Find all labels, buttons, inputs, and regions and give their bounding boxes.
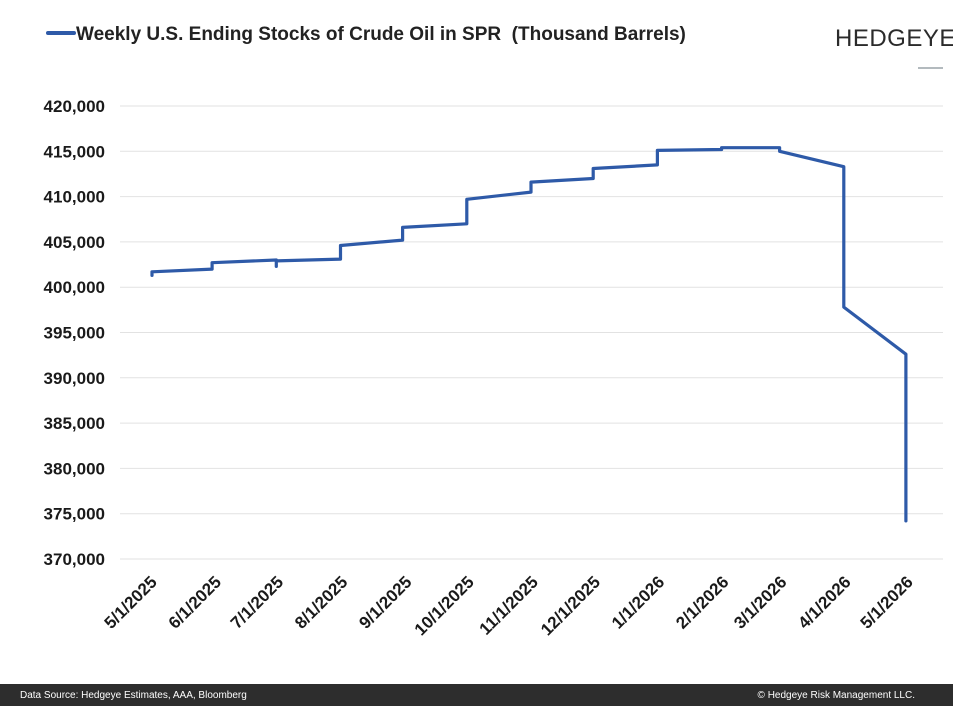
y-tick-label: 380,000 [44,459,105,478]
y-tick-label: 415,000 [44,142,105,161]
x-tick-label: 11/1/2025 [476,572,542,638]
y-tick-label: 375,000 [44,505,105,524]
y-tick-label: 410,000 [44,188,105,207]
x-tick-label: 4/1/2026 [794,572,854,632]
x-axis: 5/1/2025 6/1/2025 7/1/2025 8/1/2025 9/1/2025… [101,572,917,639]
x-tick-label: 10/1/2025 [411,572,478,639]
footer-bar: Data Source: Hedgeye Estimates, AAA, Blo… [0,684,953,706]
y-tick-label: 420,000 [44,97,105,116]
y-tick-label: 385,000 [44,414,105,433]
x-tick-label: 6/1/2025 [165,572,225,632]
line-chart: Weekly U.S. Ending Stocks of Crude Oil i… [44,24,953,639]
x-tick-label: 7/1/2025 [227,572,287,632]
copyright-note: © Hedgeye Risk Management LLC. [757,689,915,701]
x-tick-label: 3/1/2026 [730,572,790,632]
legend-label: Weekly U.S. Ending Stocks of Crude Oil i… [76,24,686,45]
x-tick-label: 12/1/2025 [537,572,604,639]
legend: Weekly U.S. Ending Stocks of Crude Oil i… [46,24,686,45]
x-tick-label: 9/1/2025 [355,572,415,632]
brand-logo: HEDGEYE [835,25,953,69]
y-tick-label: 400,000 [44,278,105,297]
x-tick-label: 5/1/2025 [101,572,161,632]
y-tick-label: 405,000 [44,233,105,252]
x-tick-label: 5/1/2026 [857,572,917,632]
y-tick-label: 370,000 [44,550,105,569]
x-tick-label: 8/1/2025 [291,572,351,632]
series-group [150,146,908,523]
data-source-note: Data Source: Hedgeye Estimates, AAA, Blo… [20,689,247,701]
x-tick-label: 1/1/2026 [608,572,668,632]
x-tick-label: 2/1/2026 [672,572,732,632]
gridlines [120,105,943,560]
y-axis: 370,000 375,000 380,000 385,000 390,000 395,0… [44,97,105,569]
brand-name: HEDGEYE [835,25,953,52]
y-tick-label: 390,000 [44,369,105,388]
y-tick-label: 395,000 [44,324,105,343]
series-line [150,146,908,523]
